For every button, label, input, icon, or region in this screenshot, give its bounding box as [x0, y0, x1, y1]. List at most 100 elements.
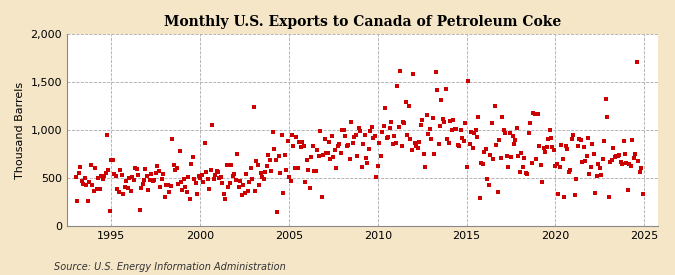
Point	[502, 154, 512, 158]
Point	[568, 133, 578, 137]
Point	[346, 120, 356, 125]
Point	[100, 171, 111, 176]
Point	[328, 155, 339, 160]
Point	[99, 174, 109, 179]
Point	[297, 140, 308, 144]
Point	[384, 126, 395, 131]
Point	[347, 141, 358, 145]
Point	[250, 189, 261, 193]
Point	[251, 159, 262, 163]
Point	[119, 185, 130, 189]
Point	[634, 170, 645, 174]
Point	[81, 183, 92, 187]
Point	[617, 161, 628, 166]
Point	[519, 156, 530, 160]
Point	[189, 177, 200, 182]
Point	[304, 186, 315, 191]
Point	[285, 179, 296, 183]
Point	[190, 181, 201, 185]
Point	[337, 128, 348, 133]
Point	[554, 165, 565, 169]
Point	[196, 173, 207, 178]
Point	[518, 164, 529, 169]
Point	[173, 181, 184, 186]
Point	[103, 167, 114, 172]
Point	[396, 144, 407, 148]
Point	[353, 126, 364, 130]
Point	[140, 167, 151, 171]
Point	[217, 180, 228, 185]
Point	[364, 146, 375, 151]
Point	[500, 131, 510, 135]
Point	[498, 128, 509, 132]
Point	[306, 155, 317, 159]
Point	[442, 137, 453, 141]
Point	[414, 139, 425, 144]
Point	[313, 153, 324, 158]
Point	[219, 192, 230, 196]
Point	[452, 143, 463, 147]
Point	[84, 179, 95, 184]
Point	[360, 156, 371, 161]
Point	[121, 178, 132, 183]
Point	[369, 134, 380, 138]
Point	[398, 119, 408, 124]
Point	[188, 155, 198, 159]
Point	[525, 120, 536, 125]
Point	[504, 131, 515, 136]
Point	[137, 182, 148, 186]
Point	[433, 142, 444, 146]
Point	[113, 190, 124, 194]
Point	[236, 192, 247, 197]
Point	[621, 161, 632, 166]
Point	[177, 187, 188, 192]
Point	[585, 165, 596, 169]
Point	[72, 199, 83, 204]
Point	[159, 195, 170, 199]
Point	[323, 140, 334, 144]
Point	[365, 128, 376, 133]
Point	[88, 189, 99, 193]
Point	[431, 88, 442, 92]
Point	[562, 147, 572, 151]
Point	[495, 155, 506, 160]
Point	[164, 189, 175, 194]
Point	[580, 159, 591, 163]
Point	[95, 186, 105, 191]
Point	[151, 171, 161, 175]
Point	[523, 131, 534, 135]
Point	[338, 128, 349, 132]
Point	[281, 167, 292, 172]
Point	[475, 196, 485, 200]
Point	[485, 153, 495, 158]
Point	[180, 185, 191, 189]
Point	[162, 183, 173, 188]
Point	[611, 153, 622, 158]
Point	[584, 172, 595, 177]
Point	[528, 111, 539, 116]
Point	[368, 136, 379, 141]
Point	[566, 136, 577, 141]
Point	[227, 174, 238, 178]
Point	[259, 177, 269, 181]
Point	[420, 165, 431, 169]
Point	[106, 158, 117, 162]
Point	[287, 133, 298, 137]
Point	[412, 146, 423, 151]
Point	[158, 171, 169, 176]
Point	[421, 113, 432, 117]
Point	[300, 180, 310, 184]
Point	[473, 115, 484, 120]
Point	[329, 147, 340, 152]
Point	[472, 134, 483, 139]
Point	[149, 177, 160, 182]
Point	[334, 142, 345, 146]
Point	[303, 168, 314, 173]
Point	[344, 157, 355, 161]
Point	[479, 150, 490, 155]
Point	[245, 166, 256, 170]
Point	[242, 189, 253, 193]
Point	[142, 174, 153, 178]
Title: Monthly U.S. Exports to Canada of Petroleum Coke: Monthly U.S. Exports to Canada of Petrol…	[164, 15, 562, 29]
Point	[359, 133, 370, 138]
